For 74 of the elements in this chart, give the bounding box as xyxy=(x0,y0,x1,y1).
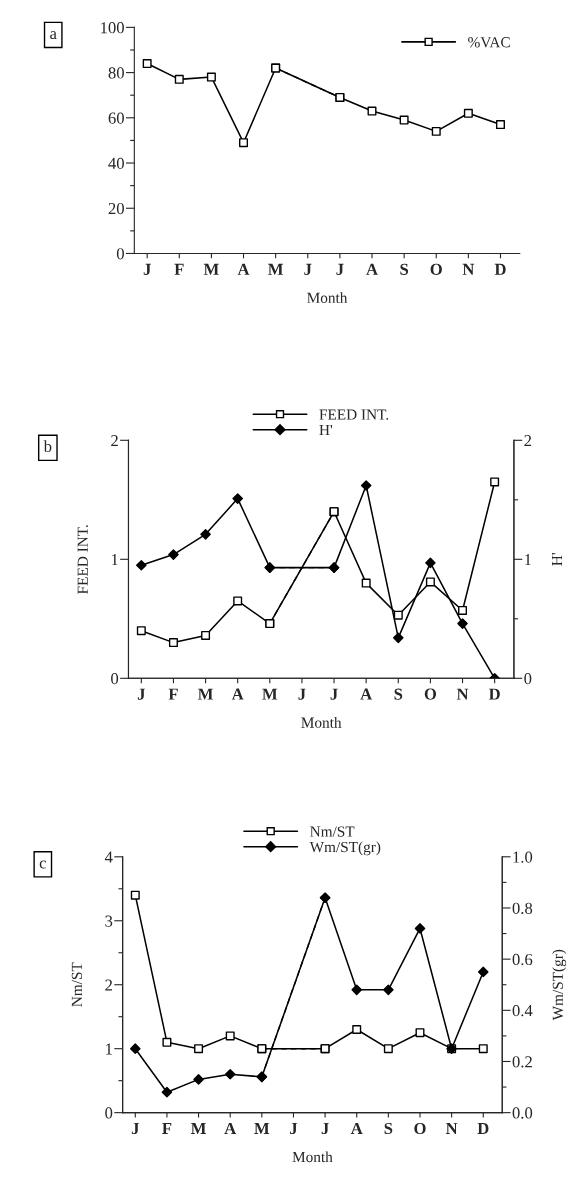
x-axis-title: Month xyxy=(307,292,348,303)
y-tick-label: 3 xyxy=(105,915,113,927)
chart-title: b xyxy=(43,440,52,453)
x-tick-label: M xyxy=(268,263,284,275)
y-tick-label: 2 xyxy=(105,979,112,991)
x-tick-label: J xyxy=(143,263,151,275)
x-tick-label: M xyxy=(203,263,219,275)
x-tick-label: M xyxy=(190,1123,206,1134)
y2-tick-label: 0 xyxy=(524,673,532,685)
x-tick-label: M xyxy=(262,688,278,700)
legend-label: Nm/ST xyxy=(310,826,355,837)
x-tick-label: O xyxy=(424,688,437,700)
x-tick-label: J xyxy=(304,263,312,275)
x-tick-label: A xyxy=(224,1122,237,1134)
y2-tick-label: 0.6 xyxy=(512,953,533,966)
y2-tick-label: 0.0 xyxy=(512,1107,533,1119)
chart-title: a xyxy=(50,31,57,40)
x-tick-label: A xyxy=(237,263,250,275)
y-tick-label: 60 xyxy=(108,112,124,124)
x-tick-label: N xyxy=(456,688,469,700)
x-tick-label: J xyxy=(137,688,146,700)
x-tick-label: F xyxy=(174,263,184,275)
x-tick-label: J xyxy=(330,688,338,700)
x-tick-label: O xyxy=(414,1122,426,1135)
x-tick-label: S xyxy=(394,688,403,700)
x-tick-label: J xyxy=(131,1123,139,1135)
y-tick-label: 1 xyxy=(111,554,118,566)
x-tick-label: N xyxy=(445,1123,458,1134)
y-tick-label: 0 xyxy=(116,248,124,260)
legend-label: FEED INT. xyxy=(319,409,389,420)
x-tick-label: J xyxy=(336,263,344,275)
x-tick-label: M xyxy=(197,688,213,700)
x-tick-label: J xyxy=(321,1123,329,1135)
y-tick-label: 1 xyxy=(106,1043,112,1055)
x-tick-label: F xyxy=(162,1123,172,1134)
y-tick-label: 80 xyxy=(108,67,124,79)
legend-label: Wm/ST(gr) xyxy=(309,841,381,856)
x-tick-label: D xyxy=(494,263,506,275)
chart-title: c xyxy=(39,860,47,869)
x-tick-label: O xyxy=(430,263,442,275)
y2-tick-label: 1.0 xyxy=(513,851,533,863)
y-tick-label: 2 xyxy=(111,435,118,447)
y2-tick-label: 0.2 xyxy=(512,1056,532,1068)
x-tick-label: D xyxy=(477,1123,489,1134)
x-tick-label: F xyxy=(168,688,178,700)
y-axis-title: FEED INT. xyxy=(77,525,88,594)
x-tick-label: A xyxy=(360,688,373,700)
y2-axis-title: Wm/ST(gr) xyxy=(552,949,567,1021)
x-tick-label: S xyxy=(400,263,409,275)
y-tick-label: 20 xyxy=(108,202,124,215)
y-tick-label: 0 xyxy=(105,1107,113,1119)
y2-axis-title: H' xyxy=(552,553,563,566)
x-tick-label: N xyxy=(462,263,475,275)
y-tick-label: 40 xyxy=(108,157,124,169)
y-tick-label: 0 xyxy=(111,673,119,685)
y-tick-label: 4 xyxy=(104,851,113,863)
legend-label: H' xyxy=(319,425,333,436)
x-tick-label: S xyxy=(384,1122,393,1135)
x-tick-label: D xyxy=(488,688,500,700)
x-tick-label: A xyxy=(366,263,378,275)
legend-label: %VAC xyxy=(468,37,510,48)
y2-tick-label: 1 xyxy=(525,554,531,566)
y2-tick-label: 0.8 xyxy=(512,902,533,914)
y2-tick-label: 0.4 xyxy=(512,1005,533,1017)
x-tick-label: A xyxy=(231,688,244,700)
x-tick-label: J xyxy=(298,688,306,700)
y2-tick-label: 2 xyxy=(524,435,532,447)
x-tick-label: M xyxy=(254,1123,270,1134)
y-axis-title: Nm/ST xyxy=(71,962,83,1007)
x-axis-title: Month xyxy=(301,717,342,728)
x-tick-label: J xyxy=(290,1123,298,1135)
x-axis-title: Month xyxy=(292,1151,333,1163)
x-tick-label: A xyxy=(350,1122,363,1134)
y-tick-label: 100 xyxy=(101,22,124,34)
